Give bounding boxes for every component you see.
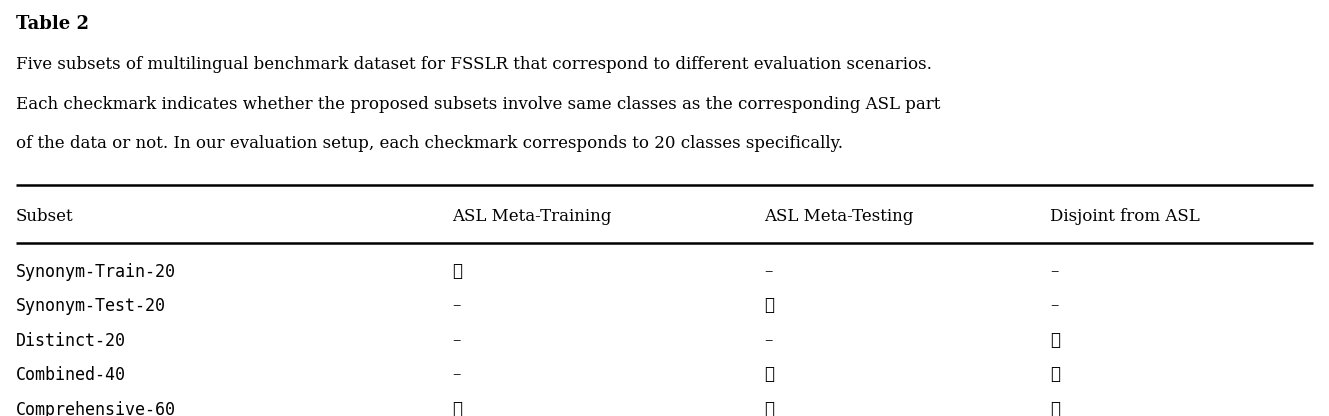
Text: Each checkmark indicates whether the proposed subsets involve same classes as th: Each checkmark indicates whether the pro… (16, 96, 941, 113)
Text: ✓: ✓ (452, 263, 462, 280)
Text: ✓: ✓ (764, 366, 775, 384)
Text: Table 2: Table 2 (16, 15, 89, 32)
Text: ✓: ✓ (1050, 401, 1061, 416)
Text: –: – (452, 366, 460, 384)
Text: Synonym-Train-20: Synonym-Train-20 (16, 263, 175, 281)
Text: ✓: ✓ (1050, 332, 1061, 349)
Text: ✓: ✓ (764, 401, 775, 416)
Text: Subset: Subset (16, 208, 73, 225)
Text: ✓: ✓ (1050, 366, 1061, 384)
Text: –: – (452, 297, 460, 314)
Text: –: – (1050, 263, 1058, 280)
Text: ASL Meta-Training: ASL Meta-Training (452, 208, 611, 225)
Text: Synonym-Test-20: Synonym-Test-20 (16, 297, 166, 315)
Text: Five subsets of multilingual benchmark dataset for FSSLR that correspond to diff: Five subsets of multilingual benchmark d… (16, 56, 932, 73)
Text: –: – (1050, 297, 1058, 314)
Text: ✓: ✓ (452, 401, 462, 416)
Text: Combined-40: Combined-40 (16, 366, 126, 384)
Text: Comprehensive-60: Comprehensive-60 (16, 401, 175, 416)
Text: –: – (764, 263, 772, 280)
Text: Distinct-20: Distinct-20 (16, 332, 126, 350)
Text: of the data or not. In our evaluation setup, each checkmark corresponds to 20 cl: of the data or not. In our evaluation se… (16, 135, 843, 152)
Text: ✓: ✓ (764, 297, 775, 314)
Text: Disjoint from ASL: Disjoint from ASL (1050, 208, 1200, 225)
Text: –: – (452, 332, 460, 349)
Text: –: – (764, 332, 772, 349)
Text: ASL Meta-Testing: ASL Meta-Testing (764, 208, 913, 225)
